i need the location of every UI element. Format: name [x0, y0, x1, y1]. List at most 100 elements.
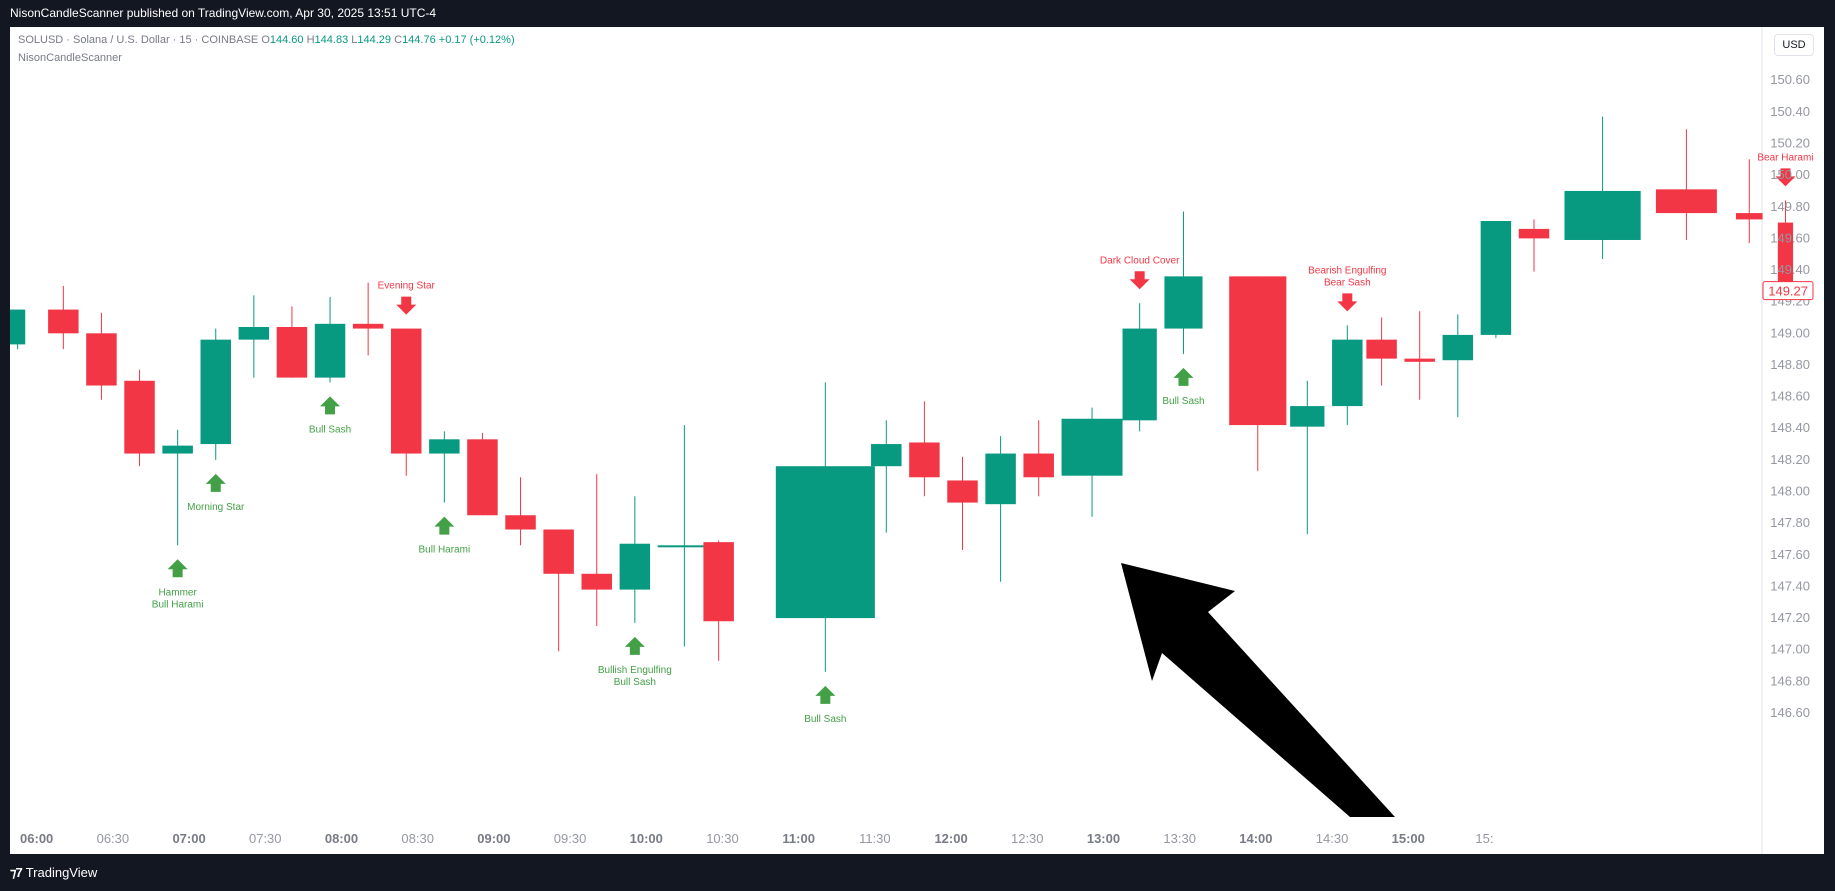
candle: [871, 420, 902, 533]
tradingview-logo-icon: ⁊7: [10, 865, 23, 880]
last-price-value: 149.27: [1768, 284, 1808, 299]
open-label: O: [261, 34, 270, 46]
candle-body: [909, 442, 940, 478]
tradingview-logo[interactable]: ⁊7 TradingView: [10, 865, 97, 881]
publish-line: NisonCandleScanner published on TradingV…: [10, 6, 437, 20]
publish-header: NisonCandleScanner published on TradingV…: [0, 0, 1835, 27]
candle: [276, 306, 308, 378]
candle: [1366, 317, 1397, 386]
chart-frame[interactable]: Hammer Bull Harami Morning Star Bull Sash Ev…: [10, 27, 1824, 854]
price-axis[interactable]: 150.60 150.40 150.20 150.00 149.80 149.60 149.…: [1762, 72, 1814, 720]
candle-body: [985, 453, 1016, 505]
candles-group: [10, 116, 1794, 672]
price-tick-label: 146.60: [1770, 705, 1810, 720]
price-tick-label: 147.80: [1770, 515, 1810, 530]
price-tick-label: 150.00: [1770, 167, 1810, 182]
symbol-legend[interactable]: SOLUSD · Solana / U.S. Dollar · 15 · COI…: [18, 34, 515, 46]
price-tick-label: 147.60: [1770, 547, 1810, 562]
candle: [429, 431, 460, 503]
price-tick-label: 148.60: [1770, 389, 1810, 404]
pattern-label: Bull Harami: [418, 545, 470, 556]
time-tick-label: 09:00: [477, 831, 510, 846]
pattern-label: Morning Star: [187, 502, 245, 513]
bull-pattern-marker: Bull Sash: [804, 685, 846, 725]
candle: [657, 425, 712, 647]
price-tick-label: 150.40: [1770, 104, 1810, 119]
arrow-up-icon: [434, 516, 455, 535]
price-tick-label: 149.80: [1770, 199, 1810, 214]
candle-body: [10, 309, 26, 345]
candle-body: [124, 380, 155, 454]
candle: [1518, 219, 1550, 272]
candle: [619, 496, 651, 623]
time-tick-label: 06:30: [97, 831, 130, 846]
candle: [1229, 276, 1287, 471]
indicator-label[interactable]: NisonCandleScanner: [18, 52, 122, 64]
candle-body: [352, 323, 384, 329]
time-tick-label: 08:30: [401, 831, 434, 846]
candle-body: [1023, 453, 1054, 478]
candle-body: [1777, 222, 1794, 291]
high-label: H: [306, 34, 315, 46]
price-tick-label: 147.20: [1770, 610, 1810, 625]
candle: [1442, 314, 1474, 418]
time-tick-label: 14:00: [1239, 831, 1272, 846]
pattern-label: Dark Cloud Cover: [1100, 255, 1180, 266]
candle: [1164, 211, 1203, 354]
low-label: L: [351, 34, 358, 46]
candle: [1655, 129, 1717, 240]
low-value: 144.29: [357, 34, 392, 46]
candle-body: [86, 333, 117, 386]
annotation-arrow-icon: [1121, 563, 1395, 817]
arrow-down-icon: [396, 296, 417, 315]
pattern-label: Bear Harami: [1757, 152, 1813, 163]
time-tick-label: 15:00: [1392, 831, 1425, 846]
candle: [200, 328, 231, 460]
candle: [1480, 220, 1512, 339]
arrow-up-icon: [167, 559, 188, 578]
candle-body: [619, 543, 651, 590]
pattern-label: Bullish Engulfing: [598, 665, 672, 676]
time-axis[interactable]: 06:00 06:30 07:00 07:30 08:00 08:30 09:00 09:30…: [20, 831, 1493, 846]
candle: [1290, 380, 1325, 535]
currency-button[interactable]: USD: [1774, 34, 1814, 56]
candle: [1735, 159, 1763, 244]
candle-body: [467, 439, 498, 516]
time-tick-label: 09:30: [554, 831, 587, 846]
candle: [947, 456, 978, 551]
candle: [543, 529, 574, 652]
candle: [467, 432, 498, 516]
candle: [581, 474, 612, 626]
candle-body: [775, 466, 875, 619]
change-value: +0.17 (+0.12%): [438, 34, 515, 46]
candle-body: [1366, 339, 1397, 359]
candle-body: [1229, 276, 1287, 426]
arrow-up-icon: [320, 396, 341, 415]
pattern-label: Bull Sash: [614, 677, 656, 688]
arrow-down-icon: [1129, 271, 1150, 290]
candle: [1404, 311, 1435, 400]
candle-body: [947, 480, 978, 503]
candle: [124, 369, 155, 467]
bull-pattern-marker: Bull Harami: [418, 516, 470, 556]
candle: [352, 282, 384, 356]
time-tick-label: 14:30: [1316, 831, 1349, 846]
time-tick-label: 10:30: [706, 831, 739, 846]
candle-body: [200, 339, 231, 445]
candle: [775, 382, 875, 672]
close-label: C: [394, 34, 403, 46]
price-tick-label: 149.60: [1770, 230, 1810, 245]
price-tick-label: 148.00: [1770, 484, 1810, 499]
arrow-down-icon: [1775, 168, 1796, 187]
price-tick-label: 149.40: [1770, 262, 1810, 277]
candle-body: [1332, 339, 1363, 407]
candle: [314, 296, 346, 383]
price-tick-label: 146.80: [1770, 673, 1810, 688]
time-tick-label: 07:00: [172, 831, 205, 846]
candle: [1777, 200, 1794, 291]
candle: [505, 477, 536, 546]
candle: [1122, 303, 1157, 432]
arrow-up-icon: [815, 685, 836, 704]
